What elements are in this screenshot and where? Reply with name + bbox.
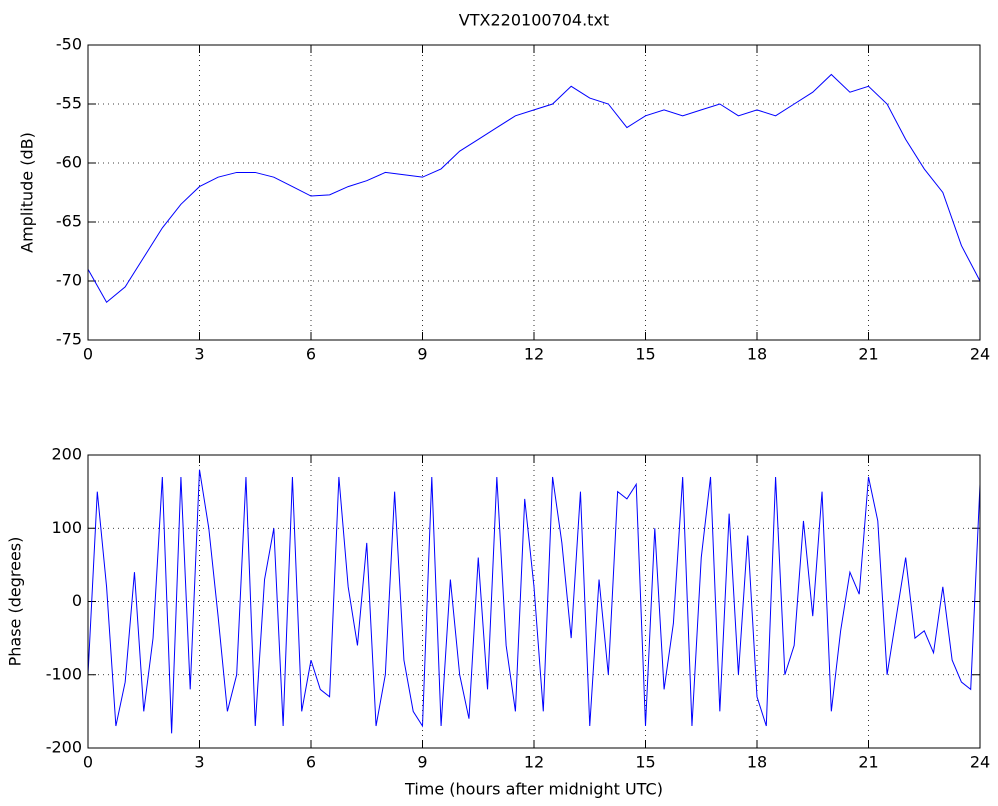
y-tick-label: 0: [72, 591, 82, 610]
x-tick-label: 15: [635, 753, 655, 772]
y-axis-label: Phase (degrees): [6, 537, 25, 667]
y-tick-label: -55: [56, 94, 82, 113]
chart-title: VTX220100704.txt: [459, 11, 609, 30]
x-tick-label: 24: [970, 753, 990, 772]
data-line: [87, 73, 981, 304]
x-tick-label: 18: [747, 753, 767, 772]
y-tick-label: 200: [51, 445, 82, 464]
axes-box: [87, 44, 981, 341]
x-tick-label: 3: [194, 345, 204, 364]
y-tick-label: -70: [56, 271, 82, 290]
y-tick-label: -100: [46, 664, 82, 683]
x-tick-label: 15: [635, 345, 655, 364]
axes-box: [87, 454, 981, 749]
x-tick-label: 9: [417, 753, 427, 772]
x-tick-label: 0: [83, 345, 93, 364]
y-tick-label: -50: [56, 35, 82, 54]
x-tick-label: 9: [417, 345, 427, 364]
y-tick-label: -75: [56, 330, 82, 349]
x-tick-label: 12: [524, 753, 544, 772]
x-tick-label: 6: [306, 753, 316, 772]
x-tick-label: 21: [858, 753, 878, 772]
y-tick-label: -60: [56, 153, 82, 172]
y-axis-label: Amplitude (dB): [18, 132, 37, 253]
y-tick-label: -65: [56, 212, 82, 231]
y-tick-label: 100: [51, 518, 82, 537]
x-tick-label: 0: [83, 753, 93, 772]
x-tick-label: 6: [306, 345, 316, 364]
x-tick-label: 12: [524, 345, 544, 364]
x-axis-label: Time (hours after midnight UTC): [404, 780, 663, 799]
x-tick-label: 21: [858, 345, 878, 364]
y-tick-label: -200: [46, 738, 82, 757]
x-tick-label: 24: [970, 345, 990, 364]
data-line: [87, 469, 981, 734]
x-tick-label: 18: [747, 345, 767, 364]
x-tick-label: 3: [194, 753, 204, 772]
